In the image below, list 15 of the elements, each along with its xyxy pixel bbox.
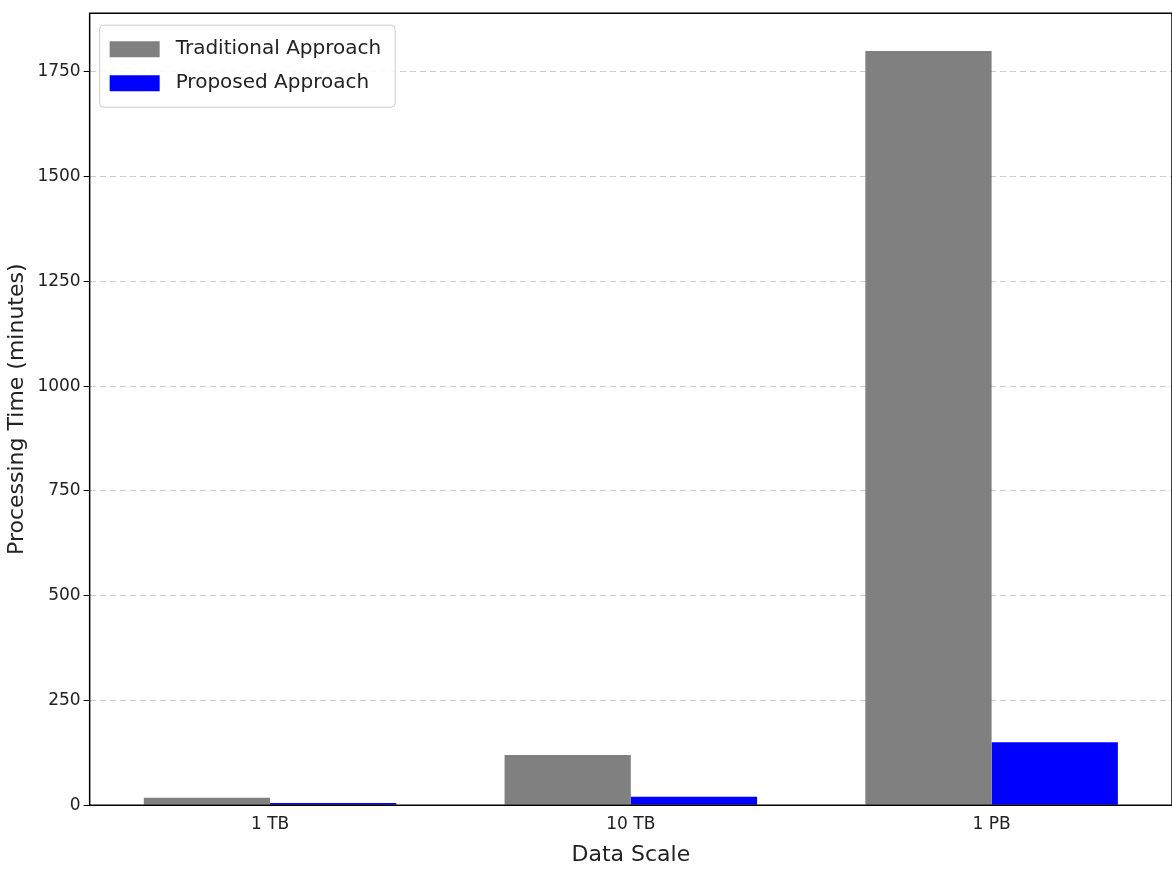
y-tick-label: 500 [48, 584, 81, 605]
legend-label: Proposed Approach [175, 69, 370, 94]
x-tick-label: 1 PB [972, 812, 1011, 833]
y-tick-label: 1000 [37, 374, 81, 395]
y-tick-label: 1500 [37, 165, 81, 186]
y-axis-title: Processing Time (minutes) [2, 263, 28, 555]
x-tick-label: 10 TB [606, 812, 656, 833]
y-tick-label: 250 [48, 688, 81, 709]
y-tick-label: 1250 [37, 269, 81, 290]
x-axis-title: Data Scale [571, 840, 691, 866]
y-tick-label: 1750 [37, 60, 81, 81]
legend-label: Traditional Approach [174, 35, 382, 60]
y-tick-label: 750 [48, 479, 81, 500]
x-tick-label: 1 TB [250, 812, 290, 833]
y-tick-label: 0 [69, 793, 81, 814]
